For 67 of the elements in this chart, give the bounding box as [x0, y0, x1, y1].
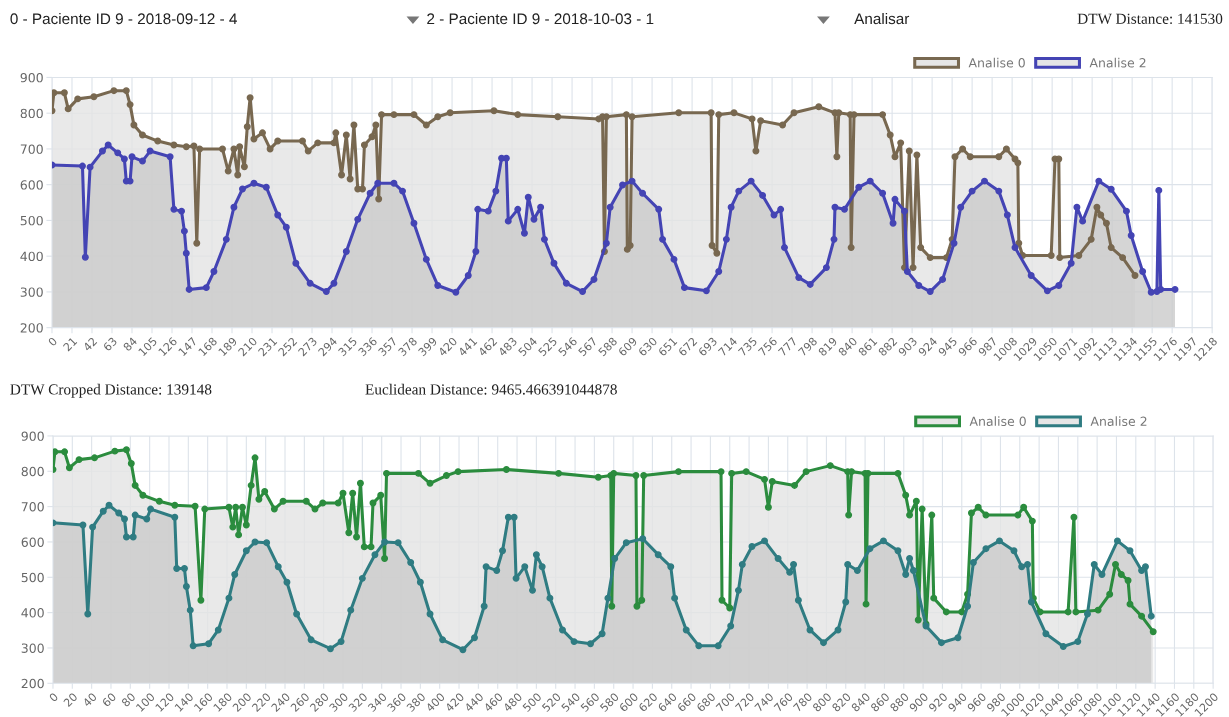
x-tick-label: 620: [638, 692, 658, 713]
x-tick-label: 60: [101, 692, 117, 708]
x-tick-label: 84: [122, 336, 138, 352]
y-tick-label: 300: [21, 643, 44, 653]
x-tick-label: 800: [812, 692, 832, 713]
y-tick-label: 900: [20, 72, 43, 83]
x-tick-label: 720: [734, 692, 755, 713]
legend-label: Analise 2: [1090, 416, 1147, 427]
x-tick-label: 440: [463, 692, 484, 713]
x-tick-label: 420: [444, 692, 465, 713]
text: 0 - Paciente ID 9 - 2018-09-12 - 4: [10, 12, 237, 25]
legend-label: Analise 0: [968, 57, 1025, 68]
y-tick-label: 600: [20, 180, 43, 190]
x-tick-label: 672: [677, 336, 698, 357]
x-tick-label: 80: [120, 692, 136, 708]
x-tick-label: 600: [618, 692, 639, 713]
legend-label: Analise 0: [969, 416, 1026, 427]
x-tick-label: 400: [425, 692, 446, 713]
y-tick-label: 400: [20, 251, 43, 262]
x-tick-label: 42: [82, 336, 98, 352]
x-tick-label: 0: [47, 336, 58, 347]
y-tick-label: 700: [21, 502, 44, 512]
x-tick-label: 399: [417, 336, 438, 357]
x-tick-label: 700: [715, 692, 736, 713]
x-tick-label: 420: [437, 336, 458, 357]
y-tick-label: 200: [21, 678, 44, 689]
text: DTW Distance: 141530: [1077, 13, 1223, 24]
text: DTW Cropped Distance: 139148: [10, 383, 212, 398]
x-tick-label: 21: [62, 336, 78, 352]
x-tick-label: 861: [857, 336, 878, 357]
y-tick-label: 800: [20, 108, 43, 119]
x-tick-label: 20: [63, 692, 78, 708]
x-tick-label: 651: [657, 336, 678, 357]
x-tick-label: 40: [82, 692, 98, 708]
x-tick-label: 760: [773, 692, 794, 713]
x-tick-label: 189: [218, 336, 238, 357]
x-tick-label: 63: [102, 336, 118, 352]
x-tick-label: 882: [877, 336, 898, 357]
y-tick-label: 800: [21, 466, 44, 477]
x-tick-label: 680: [696, 692, 716, 713]
x-tick-label: 660: [676, 692, 697, 713]
y-tick-label: 500: [20, 215, 43, 226]
y-tick-label: 600: [21, 537, 44, 547]
y-tick-label: 900: [21, 431, 44, 441]
x-tick-label: 780: [792, 692, 813, 713]
y-tick-label: 200: [20, 323, 43, 333]
x-tick-label: 483: [497, 336, 518, 357]
y-tick-label: 300: [20, 287, 43, 297]
x-tick-label: 840: [837, 336, 858, 357]
x-tick-label: 462: [477, 336, 498, 357]
legend-label: Analise 2: [1089, 57, 1146, 68]
y-tick-label: 400: [21, 608, 44, 618]
x-tick-label: 480: [502, 692, 523, 713]
x-tick-label: 630: [637, 336, 658, 357]
text: Analisar: [854, 12, 910, 25]
text: Euclidean Distance: 9465.466391044878: [365, 383, 617, 395]
x-tick-label: 504: [517, 336, 538, 357]
x-tick-label: 819: [817, 336, 838, 357]
x-tick-label: 640: [657, 692, 678, 713]
text: 2 - Paciente ID 9 - 2018-10-03 - 1: [427, 12, 654, 25]
y-tick-label: 500: [21, 572, 44, 583]
y-tick-label: 700: [20, 144, 43, 154]
x-tick-label: 740: [754, 692, 774, 713]
x-tick-label: 460: [483, 692, 504, 713]
x-tick-label: 0: [48, 692, 59, 703]
x-tick-label: 441: [457, 336, 478, 357]
x-tick-label: 609: [617, 336, 638, 357]
